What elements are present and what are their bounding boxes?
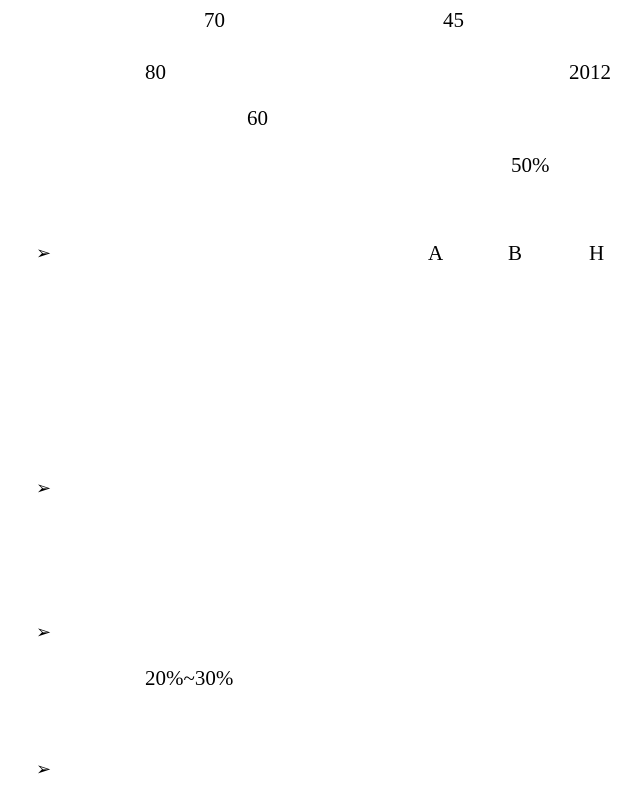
percentage-50: 50%	[511, 153, 550, 177]
value-60: 60	[247, 106, 268, 130]
bullet-arrow-icon-1: ➢	[36, 243, 52, 263]
bullet-arrow-icon-2: ➢	[36, 478, 52, 498]
year-2012: 2012	[569, 60, 611, 84]
label-h: H	[589, 241, 605, 265]
label-b: B	[508, 241, 523, 265]
range-20-30-percent: 20%~30%	[145, 666, 234, 690]
bullet-arrow-icon-3: ➢	[36, 622, 52, 642]
value-80: 80	[145, 60, 166, 84]
bullet-arrow-icon-4: ➢	[36, 759, 52, 779]
value-70: 70	[204, 8, 225, 32]
value-45: 45	[443, 8, 464, 32]
label-a: A	[428, 241, 444, 265]
